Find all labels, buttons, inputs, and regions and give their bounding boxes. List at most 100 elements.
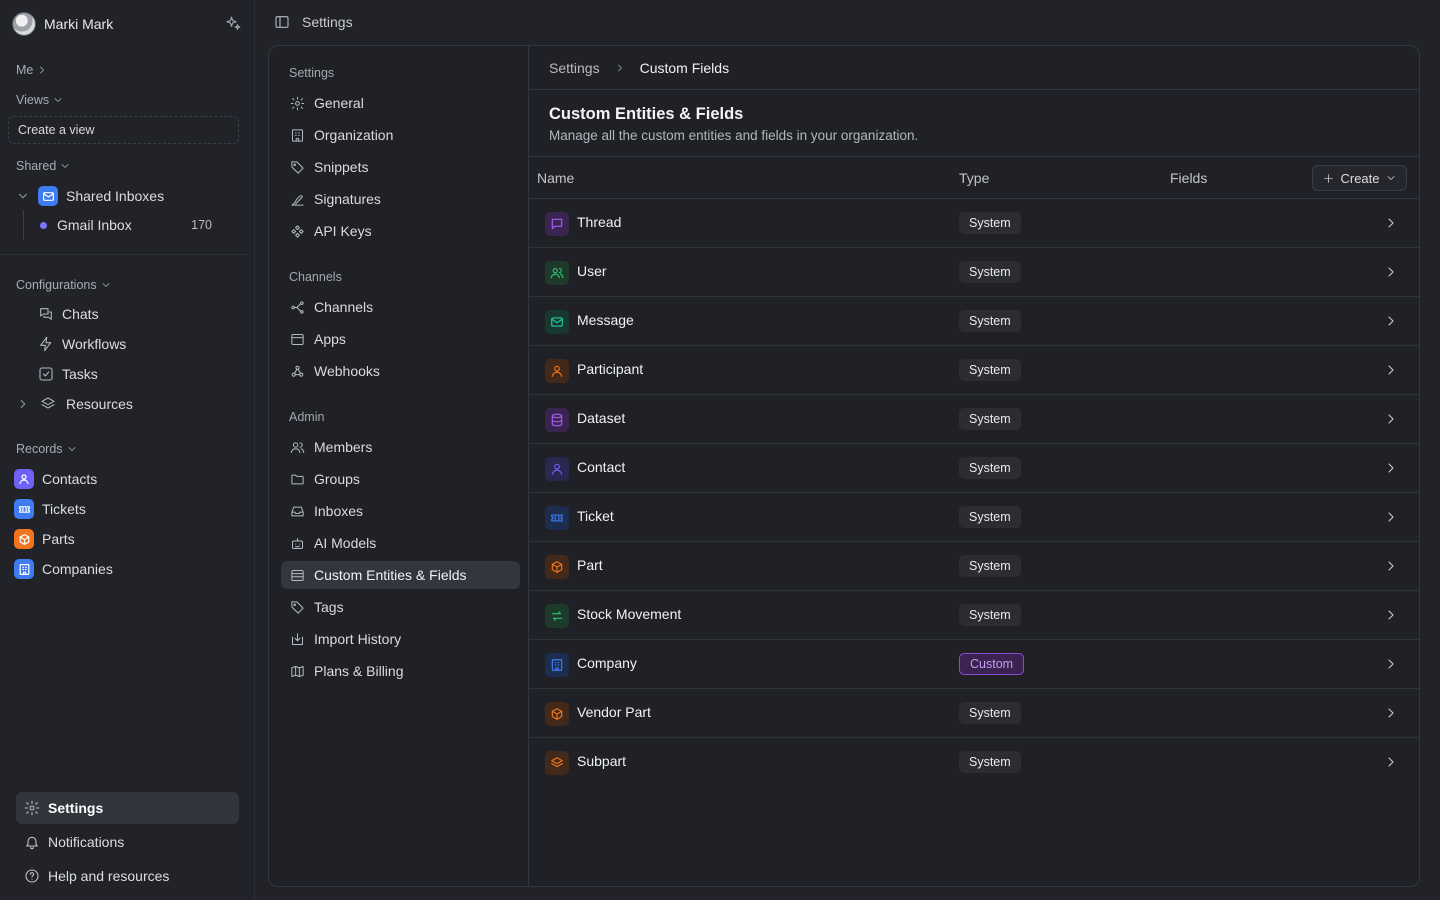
nav-group-admin: Admin — [289, 410, 325, 424]
sidebar-item-notifications[interactable]: Notifications — [16, 826, 239, 858]
database-icon — [545, 408, 569, 432]
window-icon — [291, 333, 304, 345]
nav-group-settings: Settings — [289, 66, 335, 80]
sidebar-item-label: Parts — [42, 531, 75, 547]
nav-item-webhooks[interactable]: Webhooks — [281, 357, 520, 385]
folder-icon — [291, 474, 304, 484]
type-badge: System — [959, 457, 1021, 479]
nav-item-ai-models[interactable]: AI Models — [281, 529, 520, 557]
table-row[interactable]: Message System — [529, 297, 1419, 346]
chevron-right-icon — [1388, 365, 1394, 375]
sidebar-item-companies[interactable]: Companies — [14, 559, 113, 579]
nav-item-signatures[interactable]: Signatures — [281, 185, 520, 213]
table-row[interactable]: Part System — [529, 542, 1419, 591]
sidebar-item-workflows[interactable]: Workflows — [38, 336, 126, 352]
chevron-down-icon[interactable] — [16, 189, 30, 203]
sparkle-icon[interactable] — [224, 15, 242, 33]
entity-name: Stock Movement — [577, 606, 682, 622]
nav-item-label: Apps — [314, 331, 346, 347]
robot-icon — [292, 537, 303, 549]
page-title: Custom Entities & Fields — [549, 105, 744, 123]
gear-icon — [24, 800, 40, 816]
nav-item-label: Organization — [314, 127, 394, 143]
type-badge: System — [959, 751, 1021, 773]
breadcrumb-divider — [529, 89, 1419, 90]
sidebar-toggle-icon[interactable] — [274, 14, 290, 30]
app-sidebar: Marki Mark Me Views Create a view Shared… — [0, 0, 255, 900]
table-row[interactable]: Stock Movement System — [529, 591, 1419, 640]
nav-item-custom-entities[interactable]: Custom Entities & Fields — [281, 561, 520, 589]
table-row[interactable]: Participant System — [529, 346, 1419, 395]
sidebar-item-label: Workflows — [62, 336, 127, 352]
create-button[interactable]: Create — [1312, 165, 1407, 191]
me-section[interactable]: Me — [16, 63, 48, 77]
chevron-right-icon — [1388, 512, 1394, 522]
gmail-inbox-item[interactable]: Gmail Inbox 170 — [40, 217, 212, 233]
me-label: Me — [16, 63, 34, 77]
column-header-type: Type — [959, 170, 990, 186]
user-menu[interactable]: Marki Mark — [12, 11, 242, 37]
nav-item-label: Groups — [314, 471, 360, 487]
inbox-icon — [38, 186, 58, 206]
nav-item-channels[interactable]: Channels — [281, 293, 520, 321]
table-header: Name Type Fields Create — [529, 156, 1419, 199]
bolt-icon — [40, 336, 52, 352]
chevron-right-icon — [1388, 561, 1394, 571]
nav-item-api-keys[interactable]: API Keys — [281, 217, 520, 245]
entity-name: Dataset — [577, 410, 626, 426]
views-section[interactable]: Views — [16, 93, 64, 107]
help-label: Help and resources — [48, 868, 170, 884]
column-header-name: Name — [537, 170, 575, 186]
nav-item-groups[interactable]: Groups — [281, 465, 520, 493]
table-row[interactable]: Vendor Part System — [529, 689, 1419, 738]
tag-icon — [291, 600, 304, 614]
sidebar-item-help[interactable]: Help and resources — [16, 860, 239, 892]
table-row[interactable]: User System — [529, 248, 1419, 297]
breadcrumb-parent[interactable]: Settings — [549, 60, 600, 76]
configurations-section[interactable]: Configurations — [16, 278, 112, 292]
column-header-fields: Fields — [1170, 170, 1208, 186]
sidebar-item-resources[interactable]: Resources — [16, 396, 133, 412]
records-label: Records — [16, 442, 63, 456]
person-icon — [545, 359, 569, 383]
nav-item-inboxes[interactable]: Inboxes — [281, 497, 520, 525]
nav-item-general[interactable]: General — [281, 89, 520, 117]
building-icon — [14, 559, 34, 579]
table-row[interactable]: Company Custom — [529, 640, 1419, 689]
nav-item-apps[interactable]: Apps — [281, 325, 520, 353]
shared-section[interactable]: Shared — [16, 159, 71, 173]
shared-inboxes-item[interactable]: Shared Inboxes — [16, 186, 164, 206]
nav-item-organization[interactable]: Organization — [281, 121, 520, 149]
records-section[interactable]: Records — [16, 442, 78, 456]
entity-name: Company — [577, 655, 637, 671]
table-row[interactable]: Subpart System — [529, 738, 1419, 787]
sidebar-item-tasks[interactable]: Tasks — [38, 366, 98, 382]
message-square-icon — [545, 212, 569, 236]
sidebar-item-tickets[interactable]: Tickets — [14, 499, 86, 519]
entity-name: Contact — [577, 459, 626, 475]
table-row[interactable]: Ticket System — [529, 493, 1419, 542]
person-icon — [545, 457, 569, 481]
chevron-right-icon[interactable] — [16, 397, 30, 411]
sidebar-item-contacts[interactable]: Contacts — [14, 469, 97, 489]
nav-item-members[interactable]: Members — [281, 433, 520, 461]
help-icon — [25, 869, 39, 883]
nav-item-plans-billing[interactable]: Plans & Billing — [281, 657, 520, 685]
nav-item-import-history[interactable]: Import History — [281, 625, 520, 653]
ticket-icon — [545, 506, 569, 530]
table-row[interactable]: Thread System — [529, 199, 1419, 248]
nav-item-snippets[interactable]: Snippets — [281, 153, 520, 181]
notifications-label: Notifications — [48, 834, 125, 850]
table-row[interactable]: Dataset System — [529, 395, 1419, 444]
create-label: Create — [1340, 170, 1380, 186]
table-row[interactable]: Contact System — [529, 444, 1419, 493]
sidebar-item-parts[interactable]: Parts — [14, 529, 75, 549]
create-view-button[interactable]: Create a view — [8, 116, 239, 144]
arrows-exchange-icon — [545, 604, 569, 628]
sidebar-item-chats[interactable]: Chats — [38, 306, 99, 322]
sidebar-item-settings[interactable]: Settings — [16, 792, 239, 824]
nav-item-tags[interactable]: Tags — [281, 593, 520, 621]
chevron-right-icon — [1388, 708, 1394, 718]
chevron-right-icon — [1388, 316, 1394, 326]
type-badge: System — [959, 702, 1021, 724]
